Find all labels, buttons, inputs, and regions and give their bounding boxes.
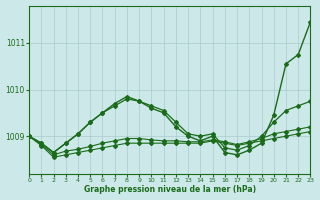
X-axis label: Graphe pression niveau de la mer (hPa): Graphe pression niveau de la mer (hPa) bbox=[84, 185, 256, 194]
